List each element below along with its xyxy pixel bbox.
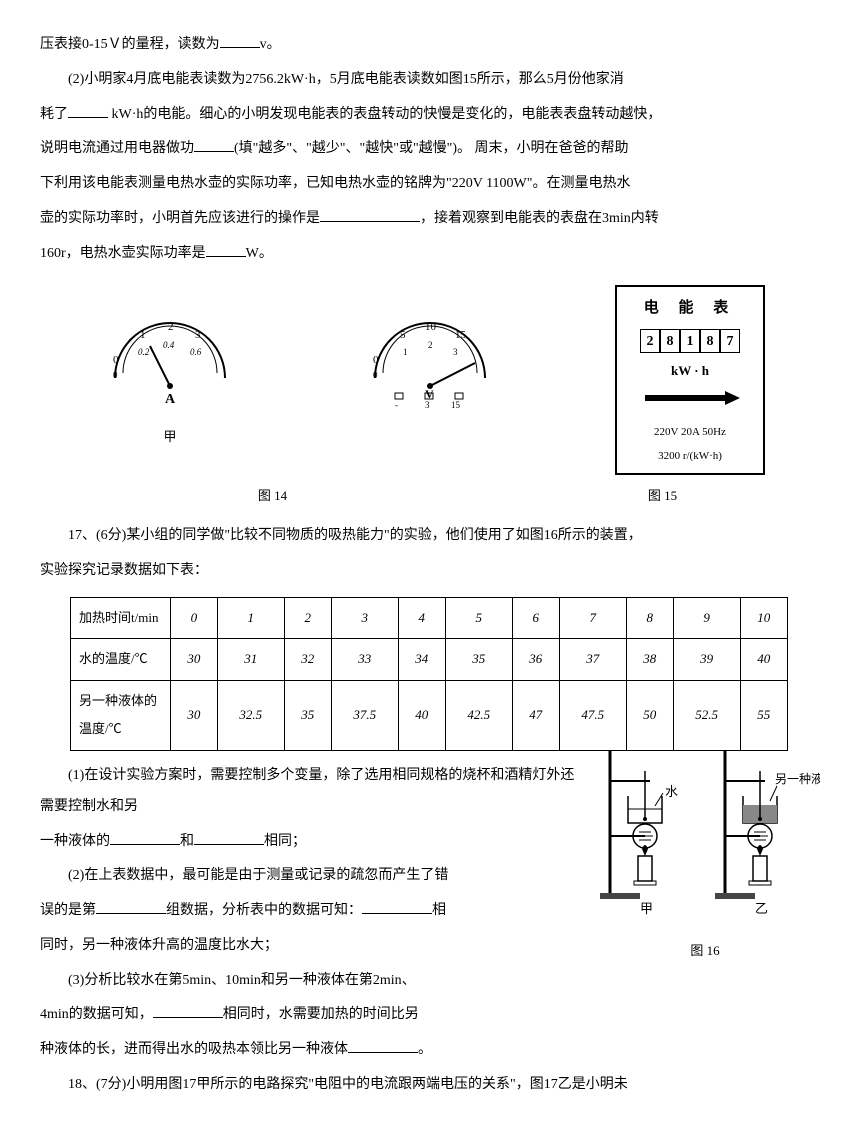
svg-text:0: 0: [373, 354, 379, 366]
q17-body: 水 甲 另一种液体 乙 图 16: [40, 761, 820, 1070]
blank-work: [194, 136, 234, 153]
q17-p3-line1: (3)分析比较水在第5min、10min和另一种液体在第2min、: [40, 966, 820, 997]
table-row-other: 另一种液体的温度/℃ 30 32.5 35 37.5 40 42.5 47 47…: [71, 680, 788, 750]
q16-line1: 压表接0-15Ｖ的量程，读数为v。: [40, 30, 820, 61]
blank-kwh: [68, 101, 108, 118]
voltmeter-figure: 0 5 10 15 0 1 2 3 V - 3 15: [355, 308, 505, 451]
blank-var1: [110, 828, 180, 845]
svg-text:15: 15: [451, 400, 461, 408]
svg-text:2: 2: [428, 340, 433, 350]
blank-voltage: [220, 31, 260, 48]
svg-text:1: 1: [403, 347, 408, 357]
q16-line4: 说明电流通过用电器做功(填"越多"、"越少"、"越快"或"越慢")。 周末，小明…: [40, 134, 820, 165]
svg-text:3: 3: [453, 347, 458, 357]
table-row-time: 加热时间t/min 0 1 2 3 4 5 6 7 8 9 10: [71, 597, 788, 639]
svg-text:0: 0: [113, 370, 118, 380]
blank-same: [153, 1002, 223, 1019]
blank-operation: [320, 205, 420, 222]
svg-text:0: 0: [113, 354, 119, 366]
blank-power: [206, 240, 246, 257]
blank-analysis: [362, 897, 432, 914]
svg-text:0.6: 0.6: [190, 347, 202, 357]
meter-digits: 2 8 1 8 7: [622, 329, 758, 353]
beaker-setup-svg: 水 甲 另一种液体 乙: [590, 741, 820, 921]
q16-line3: 耗了 kW·h的电能。细心的小明发现电能表的表盘转动的快慢是变化的，电能表表盘转…: [40, 100, 820, 131]
blank-ability: [348, 1036, 418, 1053]
fig16-label: 图 16: [590, 937, 820, 966]
svg-text:3: 3: [425, 400, 430, 408]
svg-text:A: A: [165, 392, 176, 407]
ammeter-svg: 0 1 2 3 0 0.2 0.4 0.6 A: [95, 308, 245, 408]
q16-line7: 160r，电热水壶实际功率是W。: [40, 239, 820, 270]
figure-labels-row: 图 14 图 15: [40, 480, 820, 511]
q17-p3-line2: 4min的数据可知，相同时，水需要加热的时间比另: [40, 1000, 820, 1031]
svg-text:-: -: [395, 400, 398, 408]
svg-text:0.2: 0.2: [138, 347, 150, 357]
water-label: 水: [665, 784, 678, 799]
svg-text:0: 0: [373, 370, 378, 380]
svg-text:1: 1: [140, 329, 146, 341]
q18-text: 18、(7分)小明用图17甲所示的电路探究"电阻中的电流跟两端电压的关系"，图1…: [40, 1070, 820, 1101]
q17-intro2: 实验探究记录数据如下表：: [40, 556, 820, 587]
fig14-label: 图 14: [123, 482, 423, 511]
svg-text:5: 5: [400, 329, 406, 341]
q17-intro: 17、(6分)某小组的同学做"比较不同物质的吸热能力"的实验，他们使用了如图16…: [40, 521, 820, 552]
svg-text:15: 15: [455, 329, 467, 341]
q16-line6: 壶的实际功率时，小明首先应该进行的操作是，接着观察到电能表的表盘在3min内转: [40, 204, 820, 235]
figures-row-14-15: 0 1 2 3 0 0.2 0.4 0.6 A 甲 0 5 10 15 0 1 …: [40, 285, 820, 476]
q17-figure: 水 甲 另一种液体 乙 图 16: [590, 741, 820, 965]
ammeter-figure: 0 1 2 3 0 0.2 0.4 0.6 A 甲: [95, 308, 245, 451]
table-row-water: 水的温度/℃ 30 31 32 33 34 35 36 37 38 39 40: [71, 639, 788, 681]
svg-text:3: 3: [195, 329, 201, 341]
label-yi-v: [355, 423, 505, 452]
blank-group: [96, 897, 166, 914]
svg-text:10: 10: [425, 321, 437, 333]
blank-var2: [194, 828, 264, 845]
energy-meter: 电 能 表 2 8 1 8 7 kW · h 220V 20A 50Hz 320…: [615, 285, 765, 476]
q16-line2: (2)小明家4月底电能表读数为2756.2kW·h，5月底电能表读数如图15所示…: [40, 65, 820, 96]
other-liquid-label: 另一种液体: [775, 771, 820, 786]
q17-p3-line3: 种液体的长，进而得出水的吸热本领比另一种液体。: [40, 1035, 820, 1066]
voltmeter-svg: 0 5 10 15 0 1 2 3 V - 3 15: [355, 308, 505, 408]
meter-spec1: 220V 20A 50Hz: [622, 420, 758, 444]
label-jia: 甲: [95, 423, 245, 452]
fig15-label: 图 15: [588, 482, 738, 511]
svg-text:乙: 乙: [755, 901, 768, 916]
svg-text:0.4: 0.4: [163, 340, 175, 350]
meter-title: 电 能 表: [622, 292, 758, 325]
data-table: 加热时间t/min 0 1 2 3 4 5 6 7 8 9 10 水的温度/℃ …: [70, 597, 788, 751]
q16-line5: 下利用该电能表测量电热水壶的实际功率，已知电热水壶的铭牌为"220V 1100W…: [40, 169, 820, 200]
svg-text:甲: 甲: [640, 901, 653, 916]
meter-spec2: 3200 r/(kW·h): [622, 444, 758, 468]
meter-arrow-icon: [622, 387, 758, 418]
meter-unit: kW · h: [622, 357, 758, 386]
svg-text:2: 2: [168, 321, 174, 333]
